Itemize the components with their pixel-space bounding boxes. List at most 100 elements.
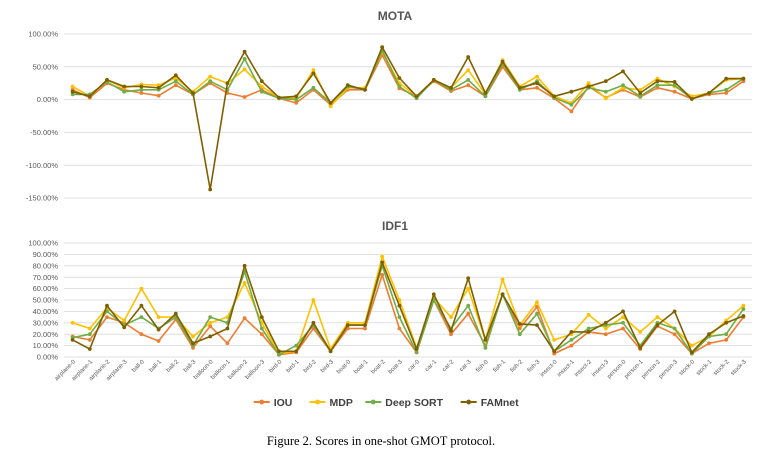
- mota-point-deep-sort: [294, 97, 299, 102]
- idf1-point-famnet: [328, 349, 333, 354]
- mota-point-famnet: [724, 76, 729, 81]
- mota-point-famnet: [156, 85, 161, 90]
- mota-point-famnet: [139, 84, 144, 89]
- idf1-x-tick-label: balloon-3: [245, 359, 267, 381]
- idf1-point-famnet: [105, 303, 109, 308]
- mota-point-famnet: [535, 81, 539, 86]
- mota-point-famnet: [328, 101, 333, 105]
- idf1-point-deep-sort: [466, 303, 471, 308]
- idf1-point-famnet: [621, 309, 625, 314]
- mota-point-deep-sort: [173, 79, 178, 84]
- idf1-point-iou: [397, 326, 402, 331]
- idf1-point-iou: [517, 326, 522, 331]
- mota-point-mdp: [242, 67, 247, 72]
- idf1-x-tick-label: ball-2: [166, 359, 181, 374]
- mota-point-deep-sort: [724, 87, 729, 92]
- mota-point-iou: [294, 101, 299, 105]
- idf1-y-tick-label: 100.00%: [28, 239, 58, 248]
- idf1-point-famnet: [517, 322, 522, 326]
- idf1-point-iou: [87, 338, 92, 342]
- idf1-x-tick-label: insect-2: [574, 359, 594, 379]
- idf1-x-tick-label: bird-2: [303, 359, 319, 375]
- mota-point-famnet: [225, 81, 230, 86]
- idf1-point-famnet: [655, 323, 660, 327]
- idf1-point-famnet: [431, 292, 436, 297]
- legend-marker-deep-sort: [370, 399, 376, 405]
- mota-point-iou: [569, 109, 574, 114]
- idf1-point-deep-sort: [741, 307, 746, 311]
- mota-point-famnet: [105, 78, 109, 82]
- idf1-series-line-iou: [72, 274, 745, 356]
- idf1-point-deep-sort: [724, 332, 729, 337]
- mota-gridlines: [64, 33, 752, 199]
- idf1-x-tick-label: stock-1: [695, 359, 713, 377]
- idf1-point-famnet: [363, 323, 367, 327]
- idf1-point-iou: [363, 326, 367, 331]
- idf1-x-tick-label: boat-1: [353, 359, 370, 376]
- legend-item-iou: IOU: [253, 397, 293, 409]
- idf1-point-mdp: [449, 315, 453, 319]
- legend-item-mdp: MDP: [309, 397, 353, 409]
- mota-point-iou: [242, 95, 247, 99]
- mota-point-famnet: [741, 76, 746, 81]
- idf1-point-famnet: [449, 328, 453, 333]
- mota-point-famnet: [87, 94, 92, 99]
- legend-marker-mdp: [315, 399, 320, 405]
- mota-point-famnet: [122, 84, 127, 89]
- mota-point-mdp: [328, 104, 333, 109]
- idf1-point-iou: [569, 343, 574, 348]
- idf1-y-tick-label: 70.00%: [33, 273, 59, 282]
- mota-point-famnet: [70, 89, 75, 94]
- idf1-point-famnet: [156, 327, 161, 332]
- idf1-point-iou: [225, 341, 230, 346]
- idf1-point-iou: [466, 311, 471, 316]
- mota-point-deep-sort: [70, 92, 75, 97]
- mota-point-iou: [156, 93, 161, 98]
- mota-point-famnet: [552, 94, 557, 99]
- mota-point-famnet: [397, 76, 402, 80]
- mota-point-famnet: [380, 45, 385, 49]
- mota-point-deep-sort: [139, 87, 144, 92]
- mota-point-famnet: [191, 91, 195, 95]
- mota-y-tick-label: 50.00%: [33, 62, 59, 71]
- mota-point-mdp: [311, 68, 316, 72]
- mota-point-iou: [139, 91, 144, 95]
- mota-point-deep-sort: [397, 84, 402, 89]
- idf1-point-famnet: [139, 303, 144, 308]
- mota-point-deep-sort: [242, 57, 247, 61]
- mota-point-deep-sort: [122, 89, 127, 94]
- mota-point-famnet: [707, 91, 711, 95]
- mota-point-mdp: [586, 81, 591, 86]
- idf1-y-axis: 0.00% 10.00% 20.00% 30.00% 40.00% 50.00% 60.00…: [28, 239, 58, 362]
- idf1-point-mdp: [689, 343, 694, 348]
- idf1-point-mdp: [586, 312, 591, 317]
- mota-point-deep-sort: [655, 83, 660, 88]
- mota-y-tick-label: 0.00%: [37, 95, 59, 104]
- idf1-y-tick-label: 10.00%: [33, 341, 59, 350]
- idf1-point-deep-sort: [277, 352, 281, 357]
- idf1-point-mdp: [122, 318, 127, 323]
- legend-label-famnet: FAMnet: [481, 397, 519, 409]
- idf1-point-famnet: [724, 320, 729, 325]
- idf1-y-tick-label: 40.00%: [33, 307, 59, 316]
- mota-point-famnet: [294, 94, 299, 99]
- idf1-point-famnet: [380, 260, 385, 265]
- idf1-point-mdp: [535, 300, 539, 305]
- legend-label-iou: IOU: [274, 397, 293, 409]
- mota-series-line-mdp: [72, 50, 744, 107]
- idf1-y-tick-label: 80.00%: [33, 261, 59, 270]
- mota-point-iou: [655, 85, 660, 90]
- idf1-chart-title: IDF1: [382, 219, 408, 233]
- idf1-point-famnet: [741, 314, 746, 318]
- mota-point-famnet: [466, 55, 471, 59]
- idf1-point-deep-sort: [672, 326, 677, 331]
- idf1-point-mdp: [242, 281, 247, 285]
- mota-y-tick-label: -50.00%: [30, 128, 58, 137]
- idf1-x-tick-label: insect-0: [540, 359, 560, 379]
- mota-point-famnet: [483, 91, 488, 95]
- idf1-point-iou: [449, 332, 453, 337]
- mota-point-mdp: [621, 85, 625, 90]
- idf1-y-tick-label: 50.00%: [33, 296, 59, 305]
- idf1-x-tick-label: fish-3: [527, 359, 542, 374]
- mota-series: [70, 45, 746, 192]
